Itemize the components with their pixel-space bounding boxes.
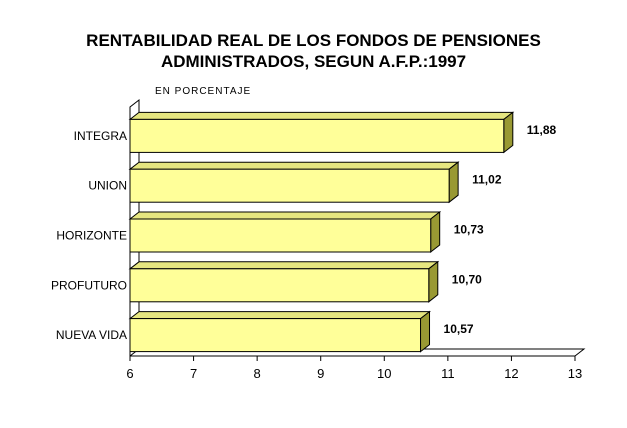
bar-integra xyxy=(129,118,505,153)
bar-top-face xyxy=(128,311,431,320)
category-label: PROFUTURO xyxy=(51,278,127,292)
x-tick-label: 8 xyxy=(254,366,261,381)
bar-side-face xyxy=(420,310,431,353)
bar-profuturo xyxy=(129,268,430,303)
value-label: 11,02 xyxy=(472,173,502,187)
bar-side-face xyxy=(430,210,441,254)
bar-side-face xyxy=(448,161,459,204)
category-label: NUEVA VIDA xyxy=(56,328,127,342)
chart-title-line-1: RENTABILIDAD REAL DE LOS FONDOS DE PENSI… xyxy=(86,31,541,50)
bar-top-face xyxy=(128,211,442,220)
x-tick-label: 11 xyxy=(441,366,455,381)
bar-nueva-vida xyxy=(129,318,422,353)
category-label: INTEGRA xyxy=(74,129,127,143)
bar-horizonte xyxy=(129,218,432,253)
bar-side-face xyxy=(503,111,514,154)
chart-title-line-2: ADMINISTRADOS, SEGUN A.F.P.:1997 xyxy=(160,52,467,71)
value-label: 10,70 xyxy=(452,272,482,286)
bar-top-face xyxy=(128,111,515,120)
value-label: 10,57 xyxy=(444,322,474,336)
x-tick-label: 9 xyxy=(317,366,324,381)
value-label: 11,88 xyxy=(527,123,557,137)
category-label: HORIZONTE xyxy=(56,229,127,243)
bar-union xyxy=(129,168,450,203)
x-tick-label: 6 xyxy=(126,366,133,381)
chart-subtitle: EN PORCENTAJE xyxy=(155,86,252,97)
x-tick-label: 13 xyxy=(568,366,582,381)
x-tick-label: 7 xyxy=(190,366,197,381)
chart-title: RENTABILIDAD REAL DE LOS FONDOS DE PENSI… xyxy=(0,30,627,72)
bar-top-face xyxy=(128,161,460,170)
value-label: 10,73 xyxy=(454,223,484,237)
x-tick-label: 12 xyxy=(504,366,518,381)
bar-side-face xyxy=(428,260,439,303)
bar-top-face xyxy=(128,261,440,270)
x-tick-label: 10 xyxy=(377,366,391,381)
category-label: UNION xyxy=(88,179,127,193)
